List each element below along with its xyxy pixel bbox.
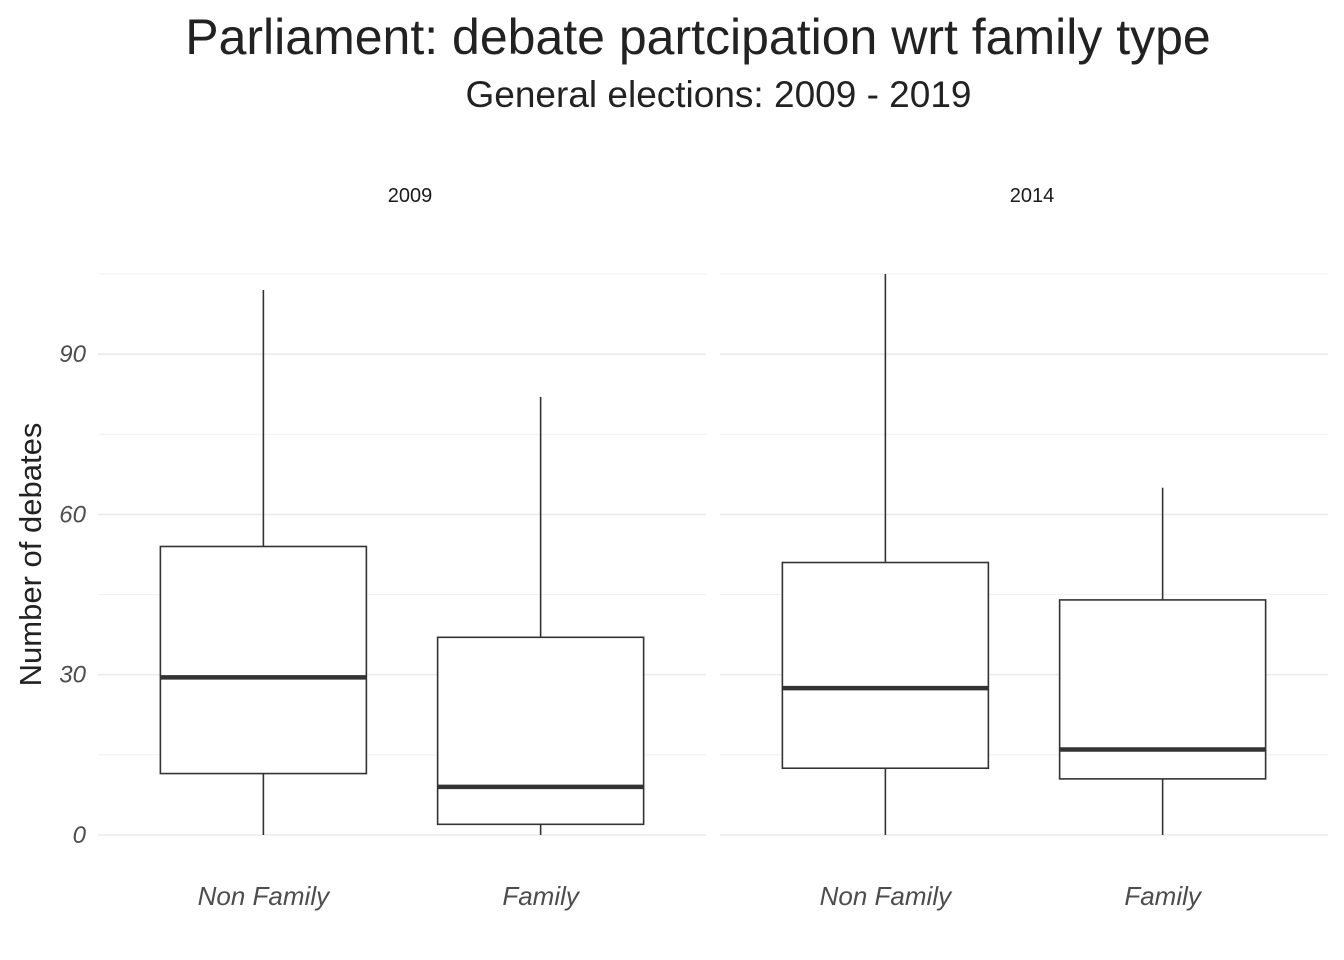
facet-panel-2014: 2014 Non Family Family (720, 185, 1328, 911)
iqr-box (159, 545, 368, 775)
y-tick-label: 90 (59, 341, 86, 368)
box-2014-family (1058, 487, 1267, 835)
facet-label-2014: 2014 (1010, 185, 1055, 207)
y-tick-label: 60 (59, 501, 86, 528)
chart-title: Parliament: debate partcipation wrt fami… (185, 9, 1211, 65)
box-2009-family (436, 396, 645, 835)
box-2014-non-family (781, 274, 990, 835)
facet-label-2009: 2009 (388, 185, 433, 207)
iqr-box (1058, 599, 1267, 780)
facet-panel-2009: 2009 Non Family Family (98, 185, 706, 911)
y-tick-label: 0 (73, 822, 87, 849)
x-tick-label: Non Family (198, 881, 331, 911)
y-tick-label: 30 (59, 662, 86, 689)
iqr-box (436, 636, 645, 826)
y-axis-title: Number of debates (13, 423, 48, 687)
chart-subtitle: General elections: 2009 - 2019 (465, 74, 972, 115)
x-tick-label: Family (502, 881, 581, 911)
iqr-box (781, 561, 990, 770)
x-tick-label: Non Family (820, 881, 953, 911)
x-tick-label: Family (1124, 881, 1203, 911)
box-2009-non-family (159, 290, 368, 835)
